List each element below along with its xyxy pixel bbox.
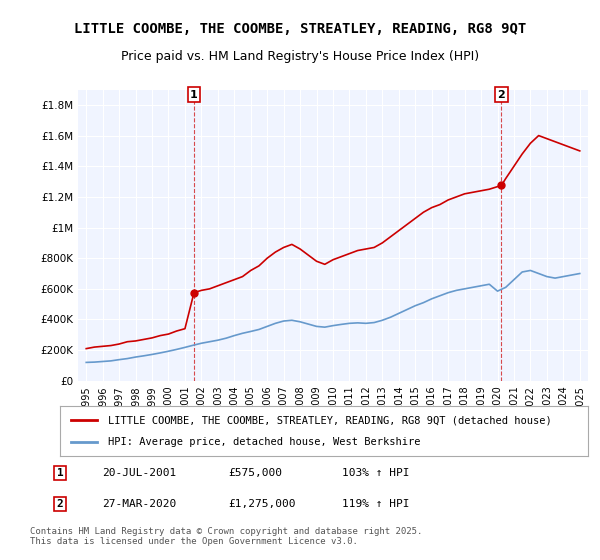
Text: LITTLE COOMBE, THE COOMBE, STREATLEY, READING, RG8 9QT (detached house): LITTLE COOMBE, THE COOMBE, STREATLEY, RE… xyxy=(107,415,551,425)
Text: 2: 2 xyxy=(497,90,505,100)
Text: 119% ↑ HPI: 119% ↑ HPI xyxy=(342,499,409,509)
Text: 27-MAR-2020: 27-MAR-2020 xyxy=(102,499,176,509)
Text: 2: 2 xyxy=(56,499,64,509)
Text: 1: 1 xyxy=(190,90,198,100)
Text: £575,000: £575,000 xyxy=(228,468,282,478)
Text: Price paid vs. HM Land Registry's House Price Index (HPI): Price paid vs. HM Land Registry's House … xyxy=(121,50,479,63)
Text: 103% ↑ HPI: 103% ↑ HPI xyxy=(342,468,409,478)
Text: HPI: Average price, detached house, West Berkshire: HPI: Average price, detached house, West… xyxy=(107,437,420,447)
Text: £1,275,000: £1,275,000 xyxy=(228,499,296,509)
Text: LITTLE COOMBE, THE COOMBE, STREATLEY, READING, RG8 9QT: LITTLE COOMBE, THE COOMBE, STREATLEY, RE… xyxy=(74,22,526,36)
Text: 1: 1 xyxy=(56,468,64,478)
Text: 20-JUL-2001: 20-JUL-2001 xyxy=(102,468,176,478)
Text: Contains HM Land Registry data © Crown copyright and database right 2025.
This d: Contains HM Land Registry data © Crown c… xyxy=(30,526,422,546)
